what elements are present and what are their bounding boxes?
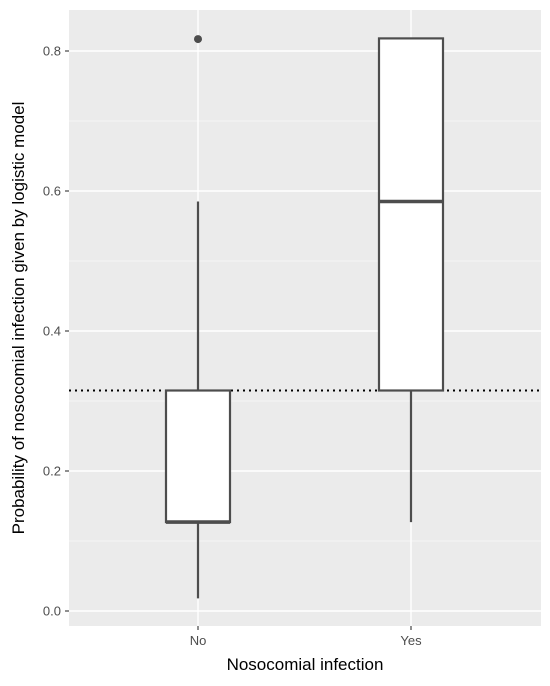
y-tick-label: 0.4 [43, 324, 61, 339]
box-iqr [377, 37, 445, 392]
y-tick-label: 0.2 [43, 464, 61, 479]
x-axis: No Yes [190, 626, 422, 648]
x-axis-title: Nosocomial infection [227, 655, 384, 674]
outlier-point [194, 35, 202, 44]
box-yes [377, 37, 445, 523]
y-tick-label: 0.6 [43, 184, 61, 199]
boxes [164, 35, 445, 599]
box-no [164, 35, 232, 599]
x-tick-label: No [190, 633, 207, 648]
grid-minor [69, 120, 541, 542]
y-axis: 0.0 0.2 0.4 0.6 0.8 [43, 44, 69, 619]
y-tick-label: 0.8 [43, 44, 61, 59]
y-tick-label: 0.0 [43, 604, 61, 619]
panel-background [69, 10, 541, 626]
box-iqr [164, 389, 232, 524]
x-tick-label: Yes [400, 633, 422, 648]
y-axis-title: Probability of nosocomial infection give… [9, 102, 28, 535]
